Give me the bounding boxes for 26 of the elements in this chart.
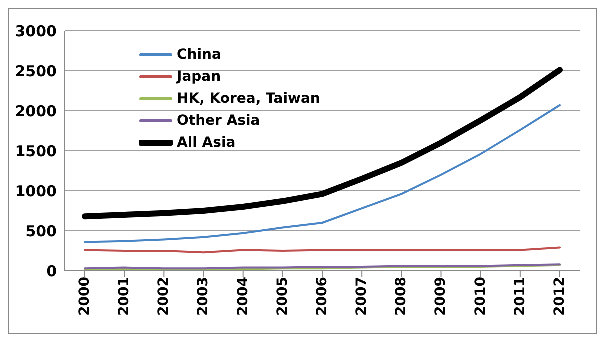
- legend-label: All Asia: [177, 134, 236, 153]
- x-tick-label: 2011: [512, 277, 528, 316]
- x-tick-label: 2009: [433, 277, 450, 316]
- y-tick-label: 2000: [15, 102, 57, 120]
- line-series: [84, 104, 561, 244]
- y-tick-label: 1500: [15, 142, 57, 160]
- x-tick-label: 2005: [274, 277, 291, 316]
- legend-label: HK, Korea, Taiwan: [177, 90, 320, 109]
- x-tick-label: 2012: [552, 277, 568, 316]
- x-tick-label: 2002: [156, 277, 172, 316]
- x-tick-label: 2000: [76, 276, 93, 316]
- y-tick-label: 500: [26, 222, 57, 240]
- x-tick-label: 2001: [116, 277, 133, 316]
- x-tick-label: 2006: [314, 277, 330, 316]
- x-tick-label: 2007: [354, 277, 370, 316]
- legend-label: China: [177, 46, 222, 65]
- y-tick-label: 2500: [15, 62, 57, 80]
- x-tick-label: 2010: [472, 276, 489, 316]
- y-tick-label: 3000: [15, 22, 57, 40]
- x-tick-label: 2008: [394, 277, 410, 316]
- legend-label: Other Asia: [177, 112, 260, 131]
- x-tick-label: 2004: [235, 276, 252, 316]
- x-tick-label: 2003: [196, 277, 212, 316]
- y-tick-label: 0: [46, 262, 57, 280]
- y-tick-label: 1000: [15, 182, 57, 200]
- legend-label: Japan: [177, 68, 222, 87]
